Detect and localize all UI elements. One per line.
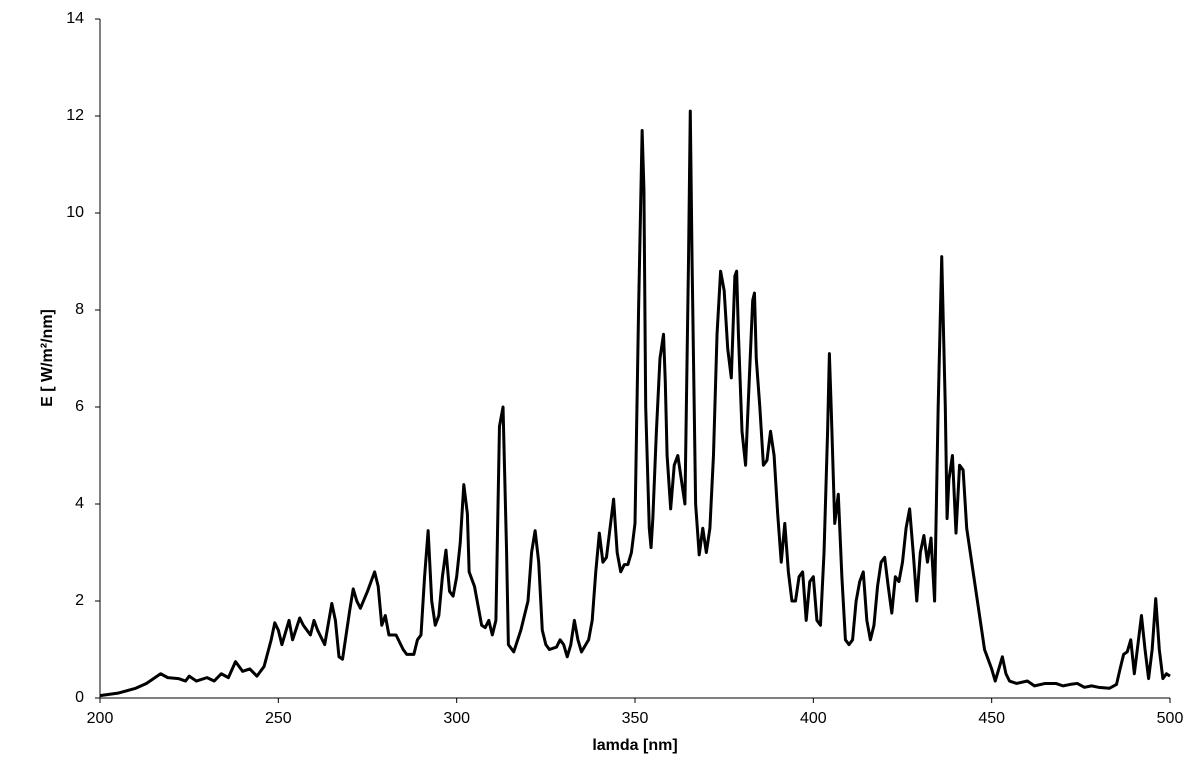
- y-tick-label: 4: [75, 495, 84, 512]
- data-line: [99, 109, 1171, 698]
- y-tick-label: 14: [66, 10, 84, 27]
- y-tick-label: 2: [75, 592, 84, 609]
- y-tick-label: 6: [75, 398, 84, 415]
- x-tick-label: 300: [443, 710, 470, 727]
- x-tick-label: 200: [87, 710, 114, 727]
- x-tick-label: 250: [265, 710, 292, 727]
- x-tick-label: 500: [1157, 710, 1184, 727]
- y-tick-label: 12: [66, 107, 84, 124]
- y-tick-label: 10: [66, 204, 84, 221]
- x-tick-label: 450: [978, 710, 1005, 727]
- y-tick-label: 0: [75, 689, 84, 706]
- x-tick-label: 350: [622, 710, 649, 727]
- y-tick-label: 8: [75, 301, 84, 318]
- y-axis-label: E [ W/m²/nm]: [39, 309, 56, 407]
- x-axis-label: lamda [nm]: [592, 737, 677, 754]
- x-tick-label: 400: [800, 710, 827, 727]
